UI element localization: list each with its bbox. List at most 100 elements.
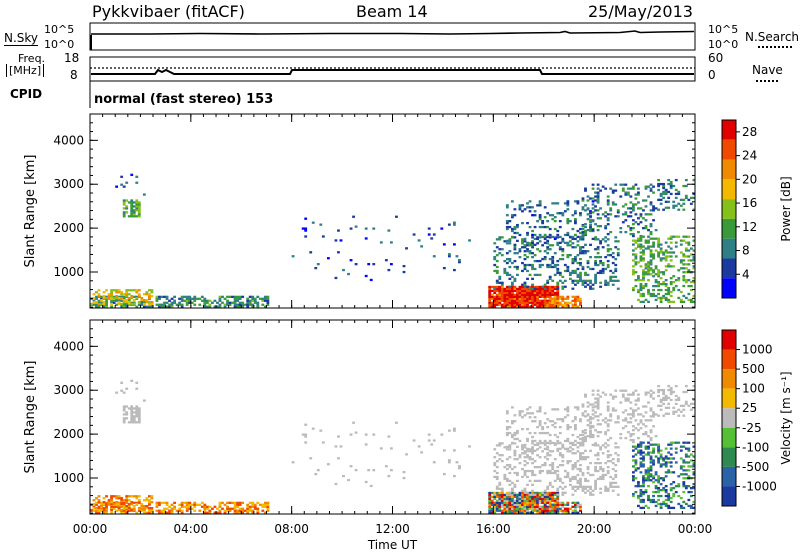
power-cell [642,273,645,276]
velocity-cell [213,505,217,508]
power-ytick-label: 1000 [53,265,84,279]
power-cell [241,305,245,308]
power-cell [616,209,620,212]
velocity-cell [508,497,512,501]
velocity-cell [526,412,529,415]
velocity-cell [142,505,146,508]
power-cell [639,207,643,210]
power-cell [652,243,655,246]
velocity-cell [609,460,613,463]
power-cell [165,301,169,304]
velocity-cell [609,393,613,396]
power-cell [132,301,136,304]
velocity-cell [684,469,688,472]
velocity-cell [652,463,655,466]
velocity-cell [127,499,131,502]
velocity-cell [447,461,451,464]
velocity-cell [132,421,136,424]
power-cell [642,277,645,280]
velocity-cell [553,433,557,437]
velocity-cell [606,407,610,410]
power-cell [135,295,139,298]
velocity-cell [107,503,111,506]
velocity-cell [659,502,663,506]
power-cell [637,191,640,194]
power-cell [168,303,171,306]
power-cell [384,259,388,262]
velocity-cell [510,501,514,504]
power-cell [508,225,512,229]
power-cell [508,277,512,280]
velocity-cell [596,452,600,455]
velocity-cell [596,477,600,481]
power-cell [490,297,494,300]
velocity-cell [589,403,592,406]
power-cell [652,245,655,248]
power-cell [606,244,610,247]
velocity-cell [405,453,408,456]
velocity-cell [508,491,512,494]
power-cell [616,254,620,257]
power-cell [523,265,527,269]
velocity-cell [601,419,605,422]
power-cell [642,257,645,260]
velocity-cell [631,477,635,480]
power-cell [516,231,519,235]
power-cell [238,295,242,298]
power-cell [493,250,497,253]
power-cell [518,285,522,289]
power-cell [579,214,582,217]
velocity-cell [644,477,648,480]
velocity-cell [553,422,557,425]
velocity-cell [624,419,628,422]
velocity-cell [614,473,618,477]
power-cell [137,289,141,292]
power-cell [672,184,676,188]
velocity-cell [135,503,139,506]
velocity-cell [543,463,547,467]
power-cell [689,247,693,250]
power-cell [662,281,666,284]
power-cell [505,295,509,298]
velocity-cell [523,497,527,501]
power-cell [556,263,560,267]
velocity-cell [594,469,597,473]
power-cell [137,209,141,212]
velocity-cell [682,414,686,417]
power-cell [326,257,330,260]
velocity-cell [395,421,398,424]
power-cell [523,283,527,286]
velocity-cell [556,439,560,443]
velocity-cell [614,469,618,473]
velocity-cell [203,507,207,510]
power-cell [657,288,661,292]
velocity-cell [546,487,550,490]
power-cell [591,267,595,271]
power-cell [100,301,103,304]
velocity-cell [518,503,522,506]
power-cell [682,239,686,242]
velocity-cell [521,509,524,512]
velocity-cell [251,505,255,508]
power-cell [639,288,643,292]
velocity-cell [654,455,658,458]
velocity-cell [543,461,547,465]
velocity-cell [609,481,613,485]
velocity-cell [649,479,653,482]
velocity-cell [662,488,666,492]
velocity-cell [664,485,668,488]
power-cell [556,295,560,298]
power-cell [649,209,653,212]
power-cell [541,301,545,304]
power-cell [611,189,615,192]
power-cell [508,242,512,245]
velocity-cell [662,398,666,402]
velocity-cell [516,431,519,435]
velocity-cell [495,475,499,479]
velocity-cell [647,434,650,438]
power-cell [508,239,512,243]
velocity-cell [634,389,638,392]
power-cell [659,282,663,286]
power-cell [579,299,582,302]
